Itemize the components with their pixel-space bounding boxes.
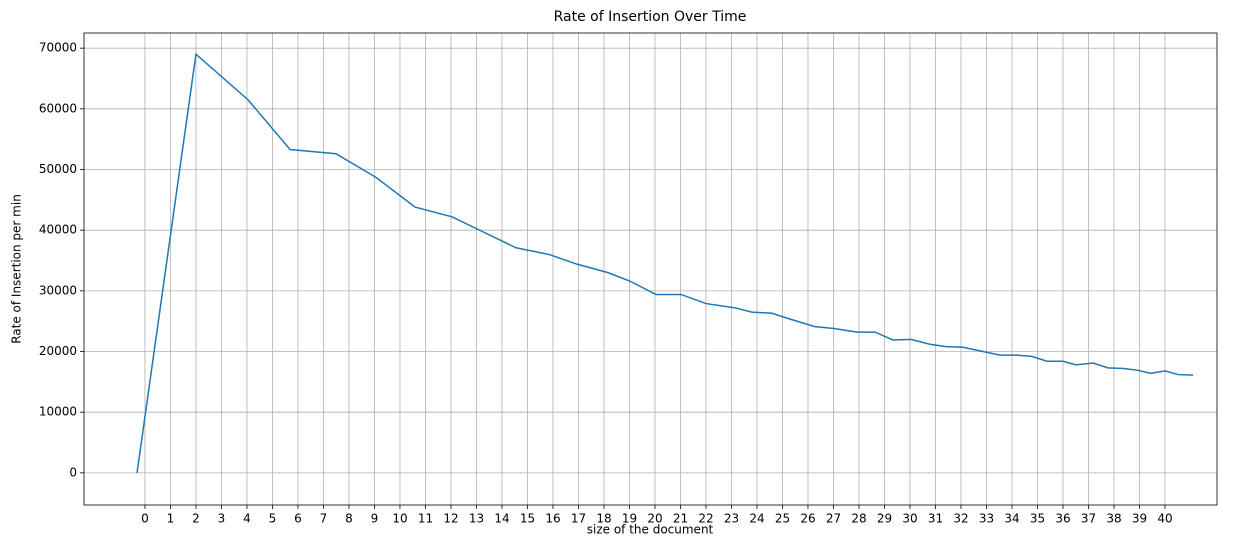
y-tick-label: 50000 <box>39 162 77 176</box>
x-tick-label: 8 <box>345 512 353 526</box>
x-axis-label: size of the document <box>587 523 714 537</box>
x-tick-label: 36 <box>1055 512 1070 526</box>
x-tick-label: 28 <box>851 512 866 526</box>
x-tick-label: 22 <box>698 512 713 526</box>
x-tick-label: 26 <box>800 512 815 526</box>
x-tick-label: 0 <box>141 512 149 526</box>
y-tick-label: 70000 <box>39 41 77 55</box>
x-tick-label: 32 <box>953 512 968 526</box>
x-tick-label: 7 <box>320 512 328 526</box>
x-tick-label: 37 <box>1081 512 1096 526</box>
x-tick-label: 24 <box>749 512 764 526</box>
x-tick-label: 35 <box>1030 512 1045 526</box>
x-tick-label: 5 <box>269 512 277 526</box>
y-tick-label: 40000 <box>39 223 77 237</box>
x-tick-label: 2 <box>192 512 200 526</box>
x-tick-label: 14 <box>494 512 509 526</box>
x-tick-label: 34 <box>1004 512 1019 526</box>
x-tick-label: 17 <box>571 512 586 526</box>
plot-frame <box>83 32 1218 506</box>
x-tick-label: 6 <box>294 512 302 526</box>
x-tick-label: 23 <box>724 512 739 526</box>
x-tick-label: 10 <box>392 512 407 526</box>
x-tick-label: 31 <box>928 512 943 526</box>
data-line <box>136 52 1194 473</box>
x-tick-label: 13 <box>469 512 484 526</box>
y-tick-label: 30000 <box>39 283 77 297</box>
x-tick-label: 4 <box>243 512 251 526</box>
x-tick-label: 33 <box>979 512 994 526</box>
x-tick-label: 25 <box>775 512 790 526</box>
x-tick-label: 40 <box>1157 512 1172 526</box>
x-tick-label: 12 <box>443 512 458 526</box>
x-tick-label: 15 <box>520 512 535 526</box>
x-tick-label: 18 <box>596 512 611 526</box>
y-tick-label: 0 <box>69 465 77 479</box>
chart-title: Rate of Insertion Over Time <box>554 9 747 25</box>
y-tick-label: 10000 <box>39 405 77 419</box>
x-tick-label: 30 <box>902 512 917 526</box>
y-axis-label: Rate of Insertion per min <box>10 194 24 344</box>
x-tick-label: 20 <box>647 512 662 526</box>
x-tick-label: 19 <box>622 512 637 526</box>
x-tick-label: 38 <box>1106 512 1121 526</box>
y-tick-label: 20000 <box>39 344 77 358</box>
x-tick-label: 1 <box>167 512 175 526</box>
x-tick-label: 11 <box>418 512 433 526</box>
x-tick-label: 9 <box>371 512 379 526</box>
x-tick-label: 29 <box>877 512 892 526</box>
x-tick-label: 27 <box>826 512 841 526</box>
x-tick-label: 16 <box>545 512 560 526</box>
x-tick-label: 39 <box>1132 512 1147 526</box>
x-tick-label: 21 <box>673 512 688 526</box>
y-tick-label: 60000 <box>39 101 77 115</box>
x-tick-label: 3 <box>218 512 226 526</box>
